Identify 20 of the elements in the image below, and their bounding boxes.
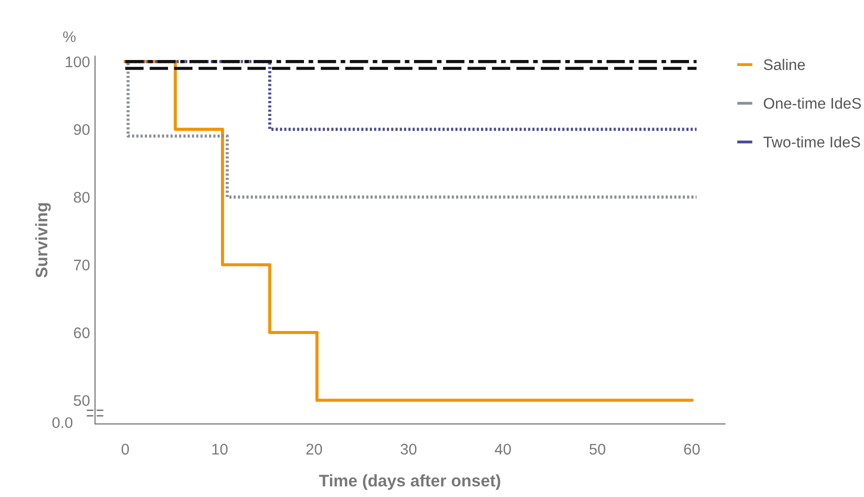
x-tick-label: 20	[306, 444, 322, 455]
y-tick-label: 80	[74, 192, 90, 203]
x-tick-label: 50	[590, 444, 606, 455]
x-tick-label: 0	[122, 444, 129, 455]
x-tick-label: 60	[684, 444, 700, 455]
y-axis-title: Surviving	[35, 203, 51, 278]
y-tick-label: 90	[74, 124, 90, 135]
legend-label: Two-time IdeS	[763, 136, 860, 148]
y-tick-label: 100	[66, 56, 90, 68]
y-tick-label: 70	[74, 260, 90, 270]
legend-label: Saline	[764, 58, 805, 70]
x-axis-title: Time (days after onset)	[319, 474, 500, 490]
x-tick-label: 10	[212, 444, 228, 455]
y-tick-label: 50	[74, 395, 90, 406]
x-tick-label: 40	[494, 444, 511, 455]
text: %	[63, 31, 76, 42]
y-tick-label: 60	[74, 327, 90, 338]
text: 0.0	[52, 417, 72, 428]
x-tick-label: 30	[400, 444, 416, 455]
legend-label: One-time IdeS	[764, 98, 861, 109]
